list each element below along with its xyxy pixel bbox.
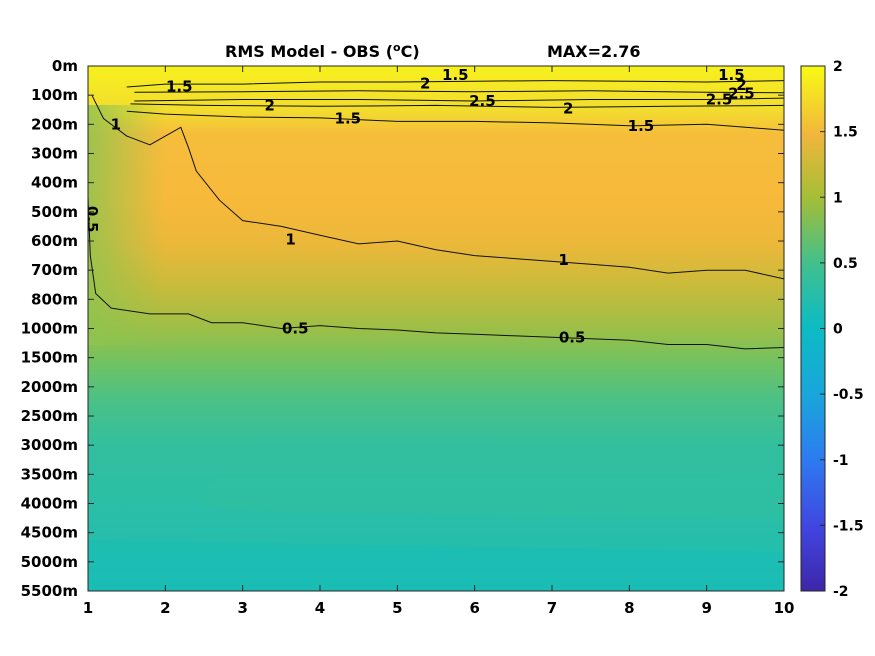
contour-line-c25-upper: [134, 90, 784, 94]
colorbar-tick-label: 1.5: [833, 125, 858, 141]
x-tick-label: 10: [774, 599, 795, 617]
y-tick-label: 400m: [31, 174, 78, 192]
y-tick-label: 2500m: [21, 407, 78, 425]
colorbar-tick-label: 1: [833, 190, 843, 206]
y-tick-label: 4000m: [21, 495, 78, 513]
contour-line-c05: [88, 141, 784, 350]
contour-label: 0.5: [282, 320, 309, 338]
contour-label: 2.5: [706, 91, 733, 109]
contour-lines: [88, 80, 784, 350]
y-tick-label: 500m: [31, 203, 78, 221]
colorbar-ticks: 2 1.5 1 0.5 0 -0.5 -1 -1.5 -2: [820, 59, 864, 600]
contour-label: 1.5: [335, 110, 362, 128]
y-tick-label: 5000m: [21, 553, 78, 571]
y-tick-label: 1500m: [21, 349, 78, 367]
colorbar-tick-label: 2: [833, 59, 843, 75]
contour-line-c15: [126, 110, 784, 131]
contour-label: 1.5: [628, 117, 655, 135]
contour-label: 0.5: [559, 328, 586, 346]
chart-max-label: MAX=2.76: [547, 42, 641, 61]
x-tick-label: 3: [237, 599, 247, 617]
colorbar-tick-label: 0.5: [833, 256, 858, 272]
contour-line-c1: [91, 94, 784, 280]
contour-label: 1.5: [442, 66, 469, 84]
heatmap-left-shading: [88, 105, 784, 345]
y-tick-label: 2000m: [21, 378, 78, 396]
x-tick-label: 6: [469, 599, 479, 617]
x-tick-label: 5: [392, 599, 402, 617]
y-tick-label: 600m: [31, 232, 78, 250]
contour-label: 2.5: [728, 85, 755, 103]
y-tick-label: 3500m: [21, 465, 78, 483]
x-tick-label: 1: [83, 599, 93, 617]
y-tick-label: 4500m: [21, 524, 78, 542]
x-tick-label: 4: [315, 599, 325, 617]
heatmap-deep-patch: [195, 476, 784, 520]
y-tick-label: 100m: [31, 86, 78, 104]
y-tick-label: 3000m: [21, 436, 78, 454]
colorbar-tick-label: -1.5: [833, 518, 864, 534]
x-tick-label: 9: [701, 599, 711, 617]
contour-label: 1.5: [718, 66, 745, 84]
y-tick-label: 800m: [31, 290, 78, 308]
contour-label: 2: [563, 99, 573, 117]
x-axis: 1 2 3 4 5 6 7 8 9 10: [83, 66, 795, 617]
contour-line-c2-upper: [126, 80, 784, 88]
colorbar: 2 1.5 1 0.5 0 -0.5 -1 -1.5 -2: [800, 59, 864, 600]
contour-label: 2: [420, 75, 430, 93]
colorbar-tick-label: 0: [833, 322, 843, 338]
y-tick-label: 0m: [52, 57, 78, 75]
y-tick-label: 5500m: [21, 582, 78, 600]
y-tick-label: 700m: [31, 261, 78, 279]
colorbar-tick-label: -0.5: [833, 387, 864, 403]
x-tick-label: 2: [160, 599, 170, 617]
colorbar-tick-label: -1: [833, 453, 849, 469]
y-tick-label: 200m: [31, 115, 78, 133]
contour-label: 2.5: [469, 92, 496, 110]
heatmap-bottom-patch: [88, 540, 784, 591]
x-tick-label: 8: [624, 599, 634, 617]
contour-label: 1.5: [166, 77, 193, 95]
contour-label: 1: [111, 115, 121, 133]
contour-label: 0.5: [83, 206, 101, 233]
y-axis: 0m 100m 200m 300m 400m 500m 600m 700m 800m 1000m 1…: [21, 57, 784, 600]
chart-title: RMS Model - OBS (oC): [225, 41, 420, 61]
contour-line-c25-lower: [134, 97, 784, 102]
contour-label: 2: [265, 96, 275, 114]
contour-label: 1: [558, 251, 568, 269]
colorbar-tick-label: -2: [833, 584, 849, 600]
contour-label: 2: [736, 76, 746, 94]
contour-line-c2-lower: [130, 103, 784, 108]
contour-label: 1: [285, 231, 295, 249]
y-tick-label: 1000m: [21, 320, 78, 338]
x-tick-label: 7: [547, 599, 557, 617]
y-tick-label: 300m: [31, 145, 78, 163]
